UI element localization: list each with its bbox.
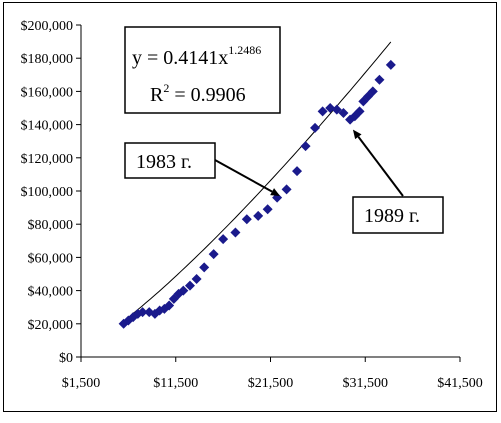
x-axis-ticks: $1,500 $11,500 $21,500 $31,500 $41,500 — [62, 357, 483, 391]
data-point — [184, 280, 195, 291]
x-tick-label: $41,500 — [437, 376, 483, 391]
y-tick-label: $60,000 — [28, 251, 74, 266]
y-tick-label: $80,000 — [28, 218, 74, 233]
power-trendline — [123, 41, 392, 322]
data-point — [178, 285, 189, 296]
data-point — [281, 184, 292, 195]
data-point — [241, 214, 252, 225]
y-axis-ticks: $0 $20,000 $40,000 $60,000 $80,000 $100,000 $1… — [21, 19, 81, 366]
callout-1983: 1983 г. — [124, 142, 280, 196]
callout-1989: 1989 г. — [352, 129, 444, 234]
callout-1983-box — [124, 142, 216, 179]
data-point — [385, 59, 396, 70]
data-point — [208, 249, 219, 260]
y-tick-label: $200,000 — [21, 19, 74, 34]
y-tick-label: $0 — [59, 351, 73, 366]
callout-1983-arrowhead — [270, 188, 280, 196]
data-point — [262, 204, 273, 215]
data-point — [253, 210, 264, 221]
y-tick-label: $140,000 — [21, 119, 74, 134]
data-point — [300, 141, 311, 152]
callout-1983-label: 1983 г. — [136, 151, 192, 173]
data-point — [338, 107, 349, 118]
callout-1989-arrow — [357, 136, 404, 197]
data-points — [118, 59, 396, 329]
callout-1989-box — [352, 196, 444, 234]
y-tick-label: $160,000 — [21, 85, 74, 100]
data-point — [164, 300, 175, 311]
data-point — [367, 86, 378, 97]
data-point — [191, 273, 202, 284]
data-point — [374, 74, 385, 85]
callout-1989-label: 1989 г. — [364, 205, 420, 227]
y-tick-label: $100,000 — [21, 185, 74, 200]
x-tick-label: $21,500 — [248, 376, 294, 391]
x-tick-label: $1,500 — [62, 376, 101, 391]
data-point — [137, 307, 148, 318]
y-tick-label: $20,000 — [28, 318, 74, 333]
data-point — [218, 234, 229, 245]
r-squared-label: R2 = 0.9906 — [150, 81, 246, 106]
data-point — [230, 227, 241, 238]
y-tick-label: $180,000 — [21, 52, 74, 67]
equation-box: y = 0.4141x1.2486 R2 = 0.9906 — [124, 26, 281, 114]
data-point — [310, 122, 321, 133]
data-point — [317, 106, 328, 117]
y-tick-label: $120,000 — [21, 152, 74, 167]
callout-1989-arrowhead — [352, 129, 362, 140]
x-tick-label: $31,500 — [343, 376, 389, 391]
y-tick-label: $40,000 — [28, 285, 74, 300]
data-point — [354, 106, 365, 117]
x-tick-label: $11,500 — [153, 376, 198, 391]
callout-1983-arrow — [214, 159, 273, 193]
data-point — [199, 262, 210, 273]
data-point — [292, 166, 303, 177]
equation-box-frame — [124, 26, 281, 114]
trendline-equation: y = 0.4141x1.2486 — [132, 43, 261, 69]
